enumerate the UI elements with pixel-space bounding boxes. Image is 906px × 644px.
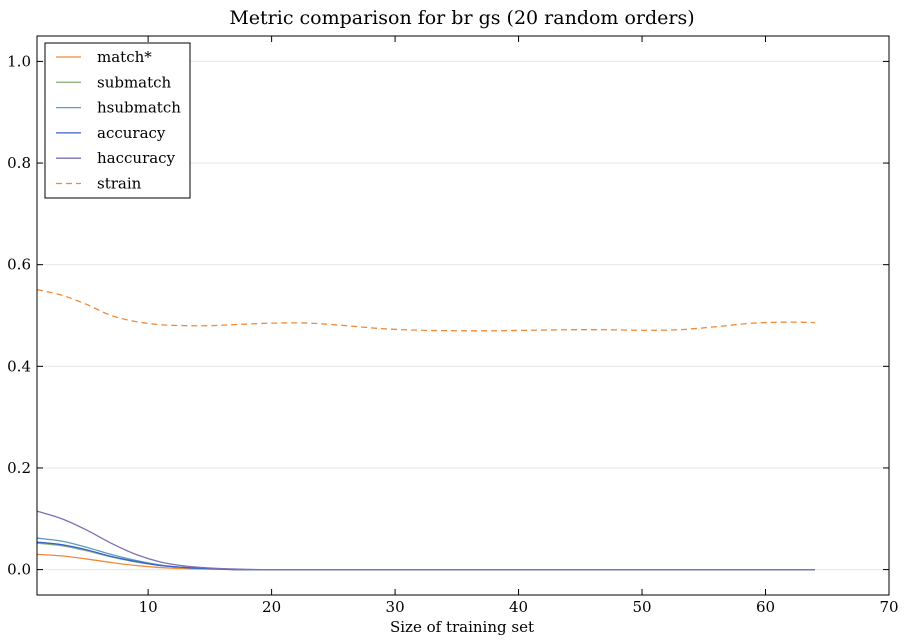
y-tick-label: 1.0 [7,52,31,70]
x-tick-label: 70 [879,598,898,616]
legend-label: strain [97,175,142,193]
legend-items: match* submatch hsubmatch accuracy haccuracy… [56,48,181,193]
x-tick-label: 40 [509,598,528,616]
y-tick-label: 0.4 [7,357,31,375]
x-tick-label: 30 [386,598,405,616]
y-tick-label: 0.0 [7,561,31,579]
series-line-strain [36,288,815,332]
plot-frame [36,35,890,596]
legend-label: haccuracy [97,149,176,167]
legend-label: hsubmatch [97,99,181,117]
legend: match* submatch hsubmatch accuracy haccuracy… [44,42,191,199]
tick-layer: 0.0 0.2 0.4 0.6 0.8 1.0 10 20 30 40 50 60 70 [7,36,899,616]
legend-label: match* [97,48,152,66]
y-tick-label: 0.6 [7,256,31,274]
series-line-match [36,553,815,571]
legend-box [44,42,191,199]
y-tick-label: 0.8 [7,154,31,172]
x-tick-label: 20 [262,598,281,616]
chart-title: Metric comparison for br gs (20 random o… [229,7,694,29]
x-tick-label: 60 [756,598,775,616]
series-line-submatch [36,542,815,571]
legend-label: accuracy [97,124,166,142]
legend-label: submatch [97,73,172,91]
series-line-accuracy [36,541,815,571]
x-tick-label: 50 [632,598,651,616]
y-tick-label: 0.2 [7,459,31,477]
series-layer [36,288,815,571]
x-axis-label: Size of training set [390,618,534,636]
series-line-haccuracy [36,510,815,571]
x-tick-label: 10 [139,598,158,616]
